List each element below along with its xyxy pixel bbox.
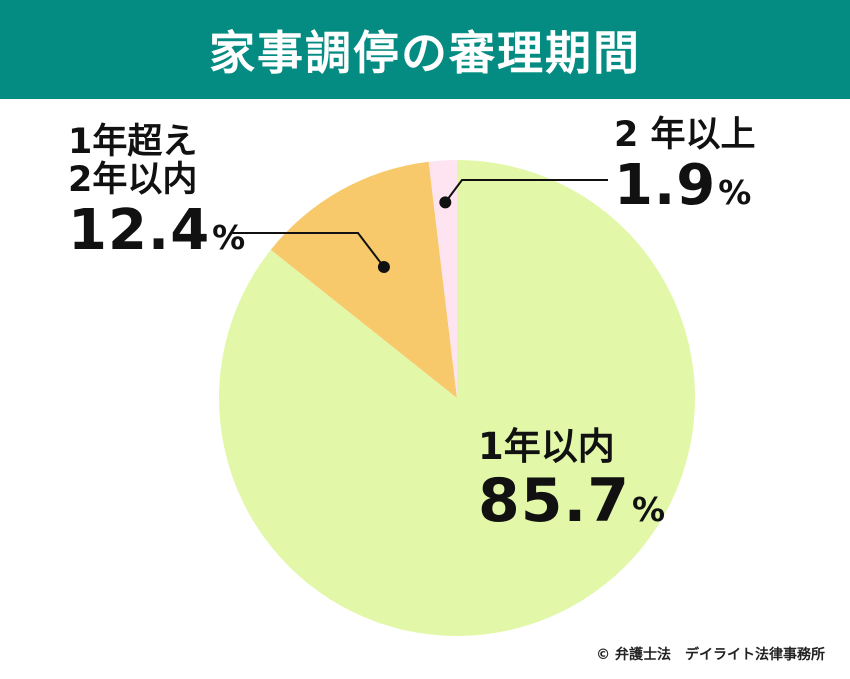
slice-label-3-name: 2 年以上	[614, 115, 756, 155]
copyright-credit: © 弁護士法 デイライト法律事務所	[596, 647, 825, 663]
leader-slice-3-line	[444, 179, 608, 203]
pie-slice-1	[219, 160, 696, 636]
chart-title: 家事調停の審理期間	[209, 25, 641, 80]
slice-label-1-name: 1年以内	[478, 425, 615, 468]
slice-label-3-value: 1.9%	[614, 153, 753, 218]
leader-slice-2-dot	[377, 261, 390, 274]
title-banner: 家事調停の審理期間	[0, 0, 850, 99]
slice-label-2-name-line1: 1年超え	[68, 122, 198, 162]
leader-slice-3-dot	[439, 196, 452, 209]
slice-label-1-value: 85.7%	[478, 466, 667, 536]
slice-label-3: 2 年以上 1.9%	[614, 118, 756, 214]
slice-label-1: 1年以内 85.7%	[478, 428, 666, 531]
slice-label-2: 1年超え 2年以内 12.4%	[68, 125, 246, 259]
pie-slice-2	[270, 161, 457, 398]
slice-label-2-name-line2: 2年以内	[68, 160, 198, 200]
leader-slice-2-line	[230, 232, 385, 268]
slice-label-2-value: 12.4%	[68, 198, 247, 263]
pie-slice-3	[428, 160, 457, 398]
